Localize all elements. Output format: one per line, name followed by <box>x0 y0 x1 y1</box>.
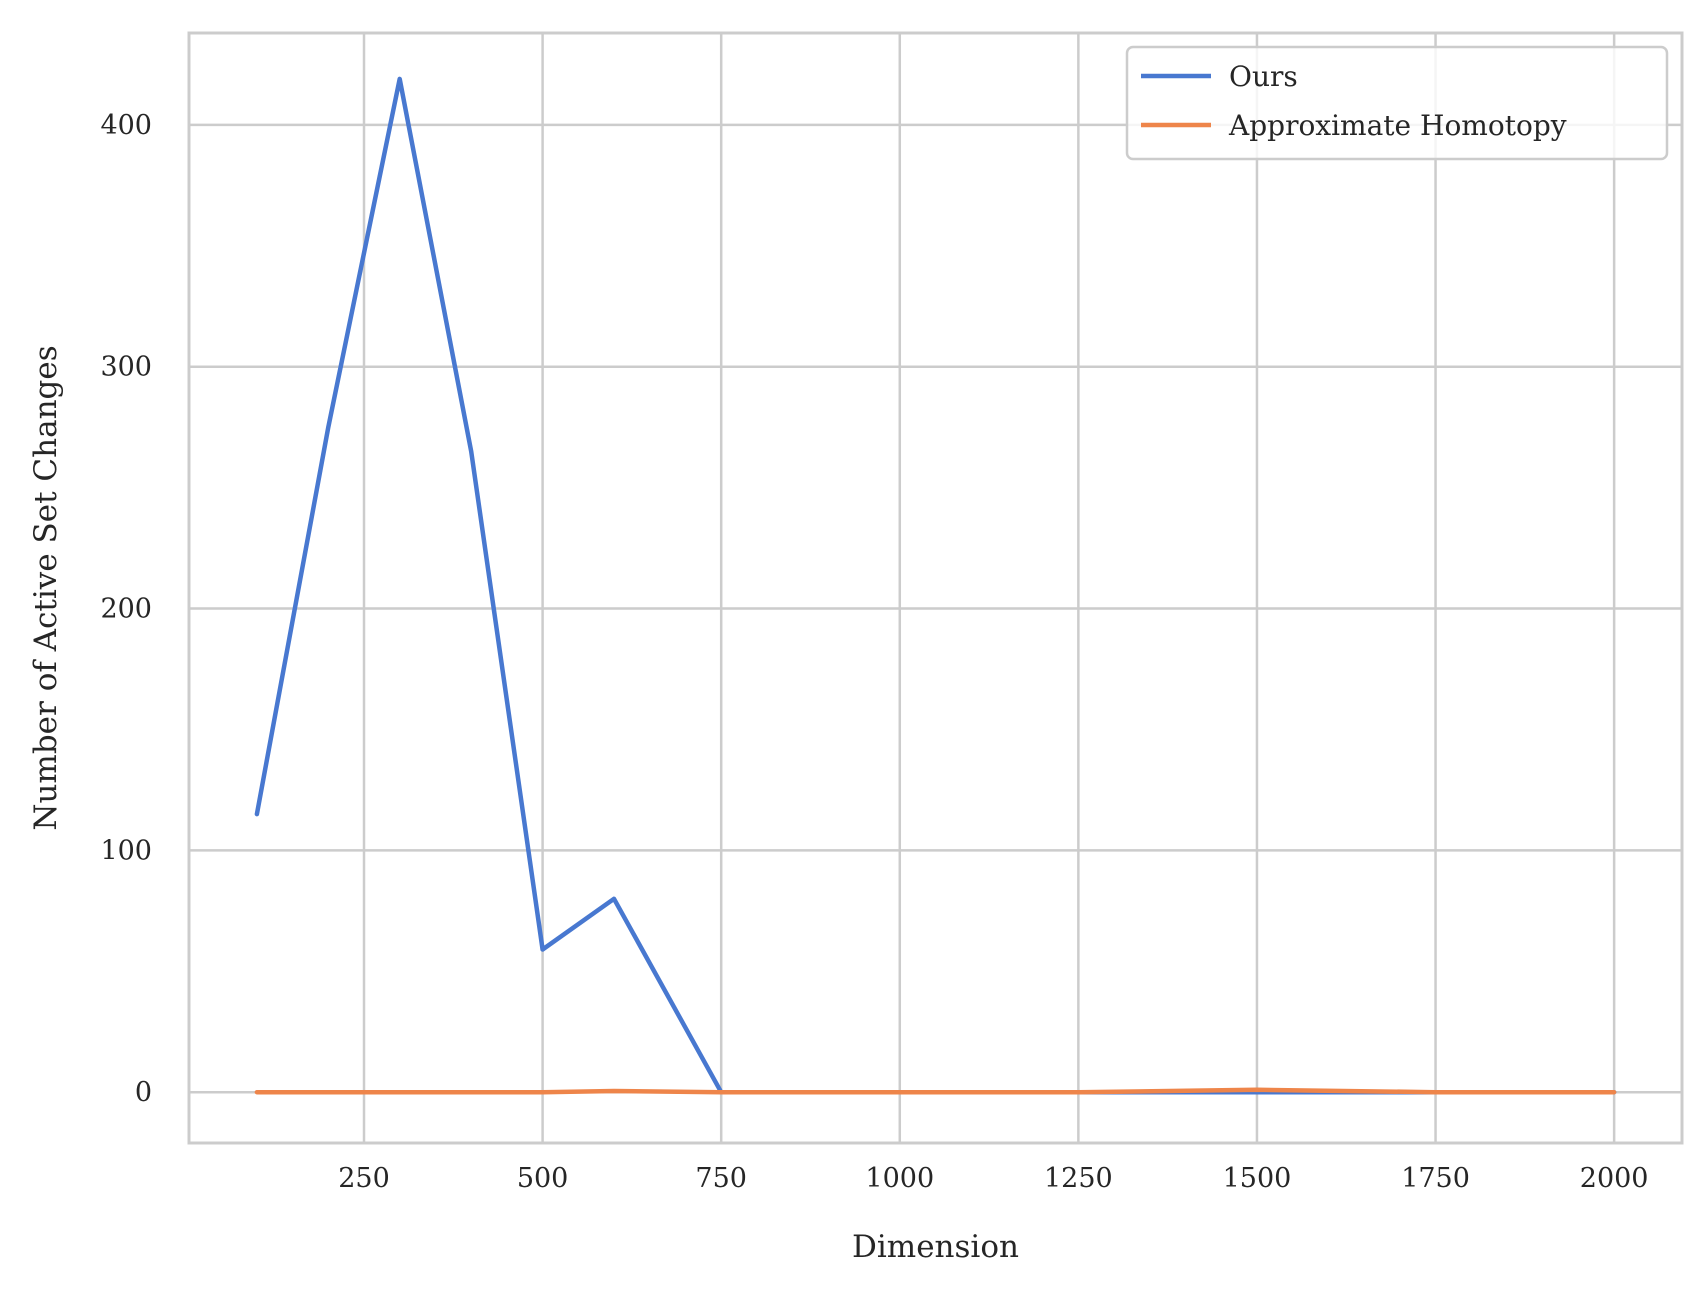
legend: Ours Approximate Homotopy <box>1125 45 1669 161</box>
y-tick-label: 0 <box>135 1077 152 1108</box>
x-tick-label: 250 <box>338 1163 390 1194</box>
x-tick-label: 1250 <box>1044 1163 1113 1194</box>
x-axis-label: Dimension <box>852 1229 1019 1265</box>
x-tick-label: 1000 <box>865 1163 934 1194</box>
legend-label: Ours <box>1229 60 1298 93</box>
y-tick-label: 200 <box>100 594 152 625</box>
series-line-1 <box>254 1087 1617 1095</box>
x-tick-label: 1750 <box>1401 1163 1470 1194</box>
plot-frame <box>187 31 1684 1145</box>
grid <box>189 33 1682 1143</box>
y-axis-ticks: 0 100 200 300 400 <box>100 110 152 1108</box>
y-tick-label: 100 <box>100 835 152 866</box>
y-axis-label: Number of Active Set Changes <box>28 345 64 830</box>
y-tick-label: 400 <box>100 110 152 141</box>
series-layer <box>254 76 1617 1095</box>
y-tick-label: 300 <box>100 352 152 383</box>
legend-label: Approximate Homotopy <box>1228 109 1567 142</box>
legend-box <box>1125 45 1669 161</box>
x-tick-label: 500 <box>517 1163 569 1194</box>
series-line-0 <box>254 76 1617 1095</box>
x-axis-ticks: 250 500 750 1000 1250 1500 1750 2000 <box>338 1163 1648 1194</box>
x-tick-label: 1500 <box>1223 1163 1292 1194</box>
x-tick-label: 2000 <box>1580 1163 1649 1194</box>
x-tick-label: 750 <box>695 1163 747 1194</box>
